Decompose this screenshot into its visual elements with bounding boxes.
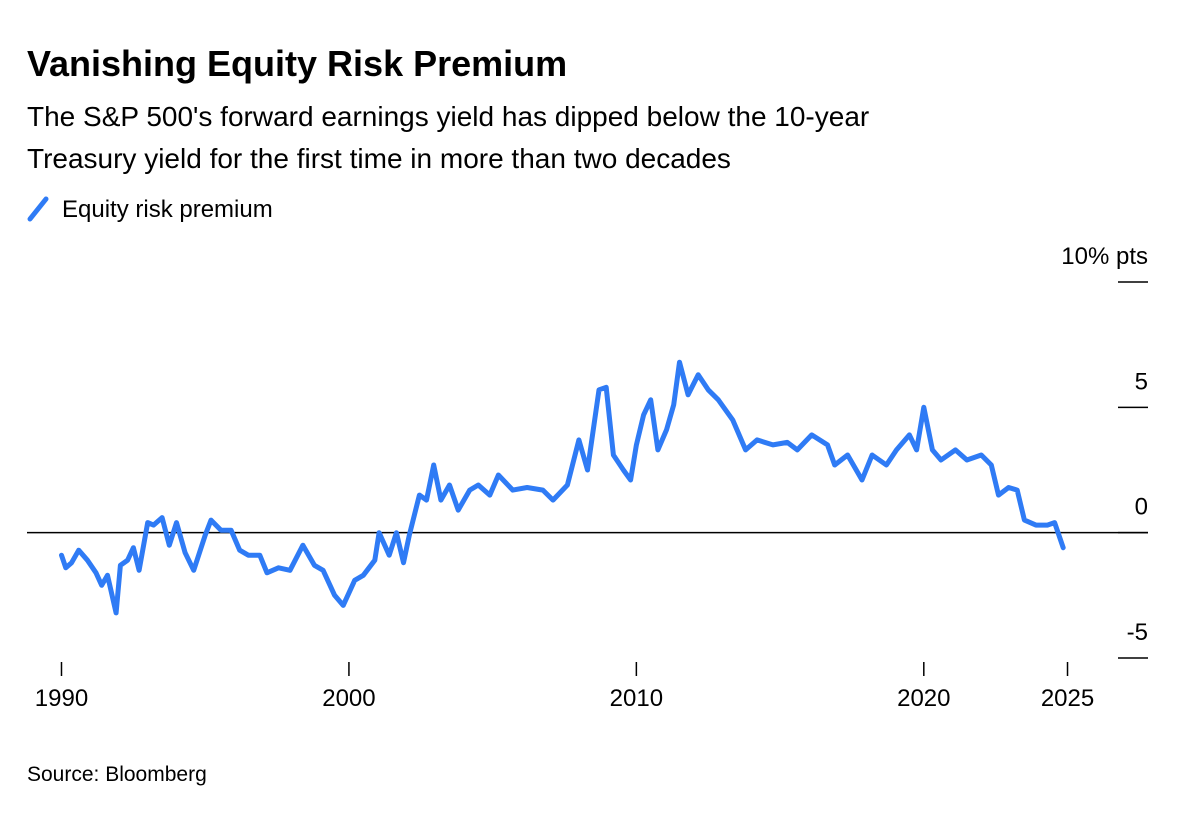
data-line <box>59 359 1066 616</box>
legend-label: Equity risk premium <box>62 196 273 223</box>
legend-swatch <box>27 196 49 222</box>
y-tick-label: -5 <box>1127 619 1148 646</box>
chart-subtitle: Treasury yield for the first time in mor… <box>27 143 731 174</box>
x-tick-label: 2020 <box>897 685 950 712</box>
x-tick-label: 2000 <box>322 685 375 712</box>
y-tick-label: 0 <box>1135 494 1148 521</box>
y-tick-label: 5 <box>1135 368 1148 395</box>
chart-subtitle: The S&P 500's forward earnings yield has… <box>27 101 869 132</box>
source: Source: Bloomberg <box>27 763 207 786</box>
x-tick-label: 1990 <box>35 685 88 712</box>
y-tick-label: 10% pts <box>1061 243 1148 270</box>
x-tick-label: 2025 <box>1041 685 1094 712</box>
chart-title: Vanishing Equity Risk Premium <box>27 43 567 84</box>
x-tick-label: 2010 <box>610 685 663 712</box>
